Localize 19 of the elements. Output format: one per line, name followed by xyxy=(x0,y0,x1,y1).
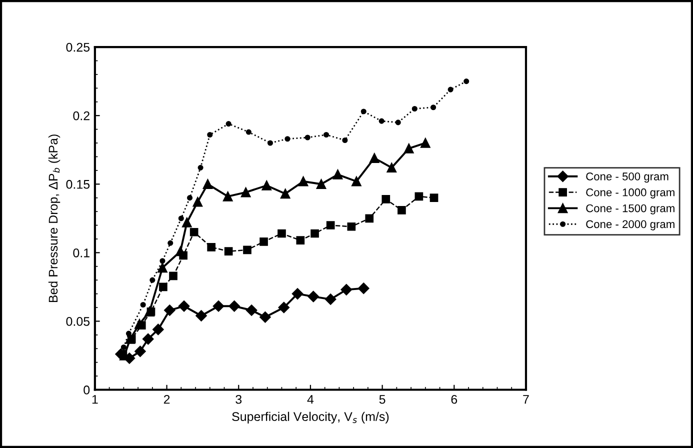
y-axis-title: Bed Pressure Drop, ΔP$_{b}$ (kPa) xyxy=(48,134,60,302)
x-tick-label: 1 xyxy=(92,395,98,404)
legend-label: Cone - 1500 gram xyxy=(586,204,674,214)
x-axis-title: Superficial Velocity, V$_{s}$ (m/s) xyxy=(232,412,389,424)
x-tick-label: 2 xyxy=(164,394,170,404)
y-tick-label: 0.25 xyxy=(66,42,90,52)
y-tick-label: 0.05 xyxy=(66,317,90,326)
y-tick-label: 0.2 xyxy=(73,111,90,120)
y-tick-label: 0.15 xyxy=(66,180,90,189)
x-tick-label: 7 xyxy=(523,395,529,404)
x-tick-label: 6 xyxy=(451,394,458,404)
y-tick-label: 0.1 xyxy=(73,248,90,258)
x-tick-label: 5 xyxy=(379,395,386,404)
legend-label: Cone - 500 gram xyxy=(586,172,668,183)
legend-label: Cone - 1000 gram xyxy=(586,188,674,198)
y-tick-label: 0 xyxy=(84,386,90,394)
x-tick-label: 4 xyxy=(307,395,314,404)
x-tick-label: 3 xyxy=(236,394,242,404)
legend-label: Cone - 2000 gram xyxy=(586,220,674,230)
